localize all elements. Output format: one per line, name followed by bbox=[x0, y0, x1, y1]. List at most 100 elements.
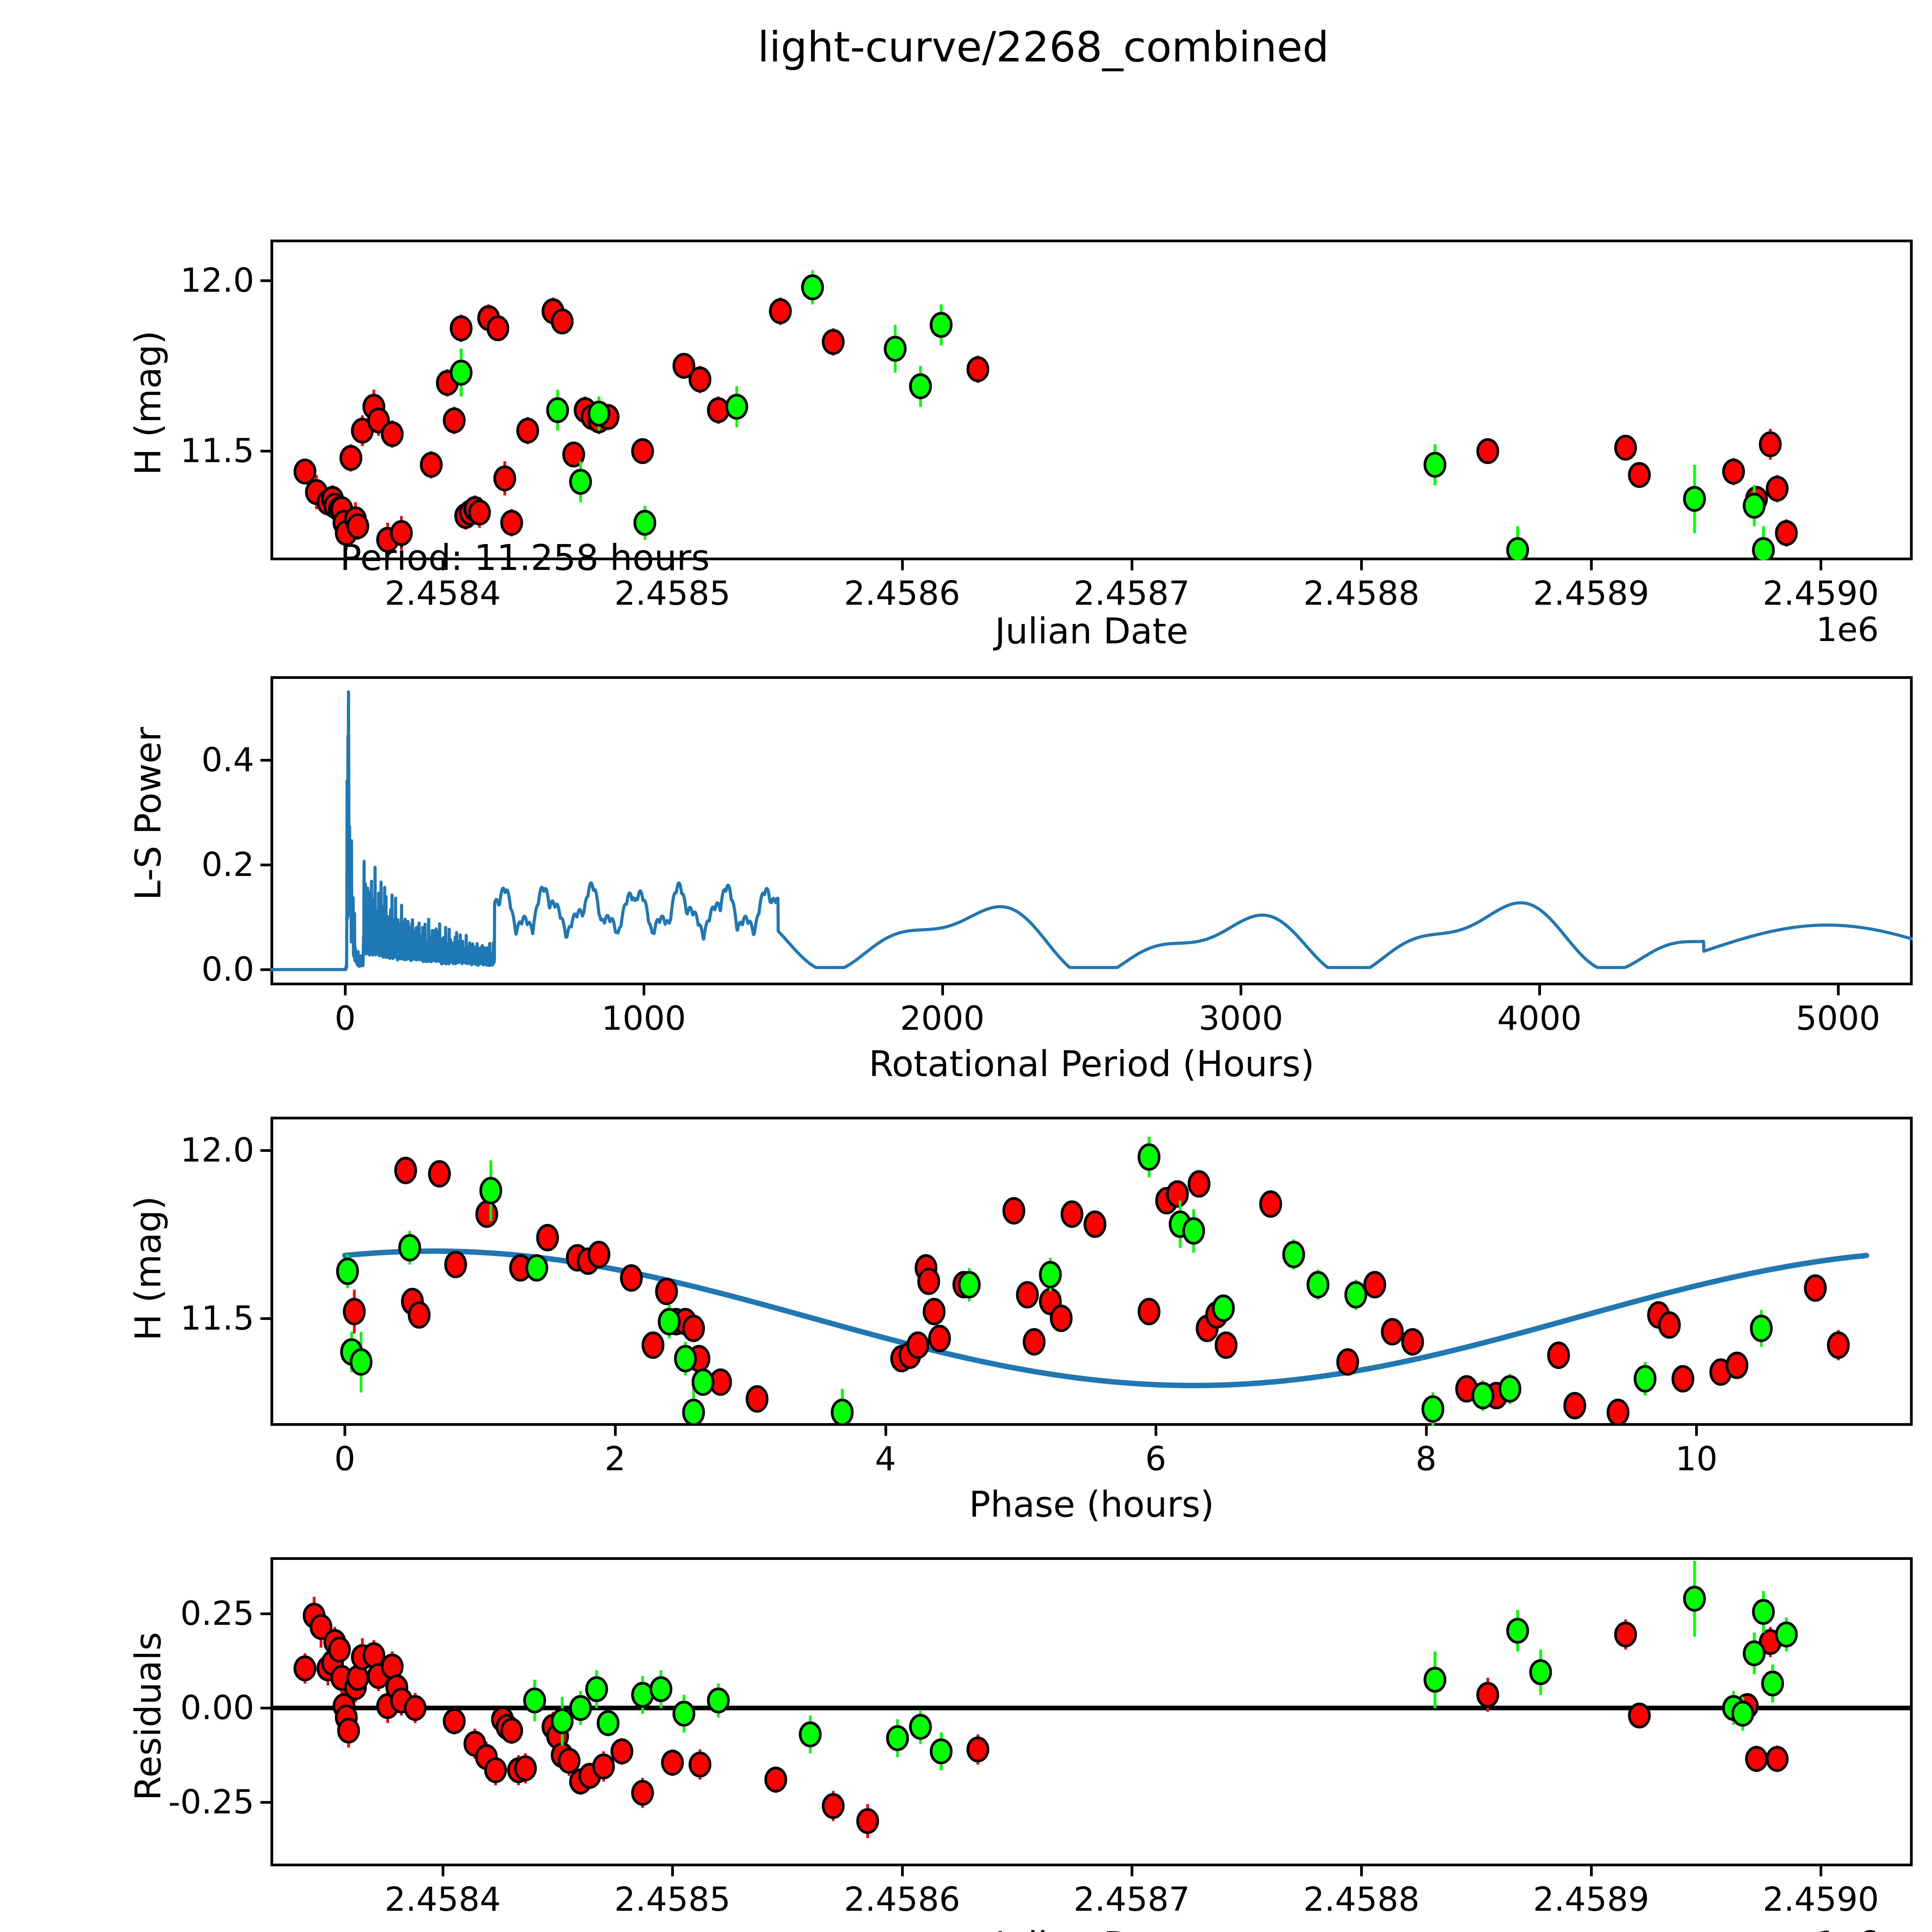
data-point bbox=[500, 1718, 523, 1744]
data-point bbox=[449, 359, 473, 386]
data-point bbox=[1016, 1281, 1039, 1309]
x-tick-label: 2.4587 bbox=[1073, 1880, 1190, 1919]
panel-lightcurve bbox=[270, 240, 1913, 560]
data-point bbox=[1344, 1281, 1367, 1309]
data-point bbox=[966, 1736, 990, 1763]
data-point bbox=[966, 356, 990, 383]
x-tick bbox=[1131, 560, 1134, 570]
data-point bbox=[661, 1750, 684, 1776]
data-point bbox=[1214, 1331, 1238, 1359]
data-point bbox=[500, 510, 523, 536]
data-point bbox=[585, 1676, 608, 1702]
data-point bbox=[408, 1301, 431, 1329]
x-tick bbox=[884, 1426, 887, 1436]
x-tick-label: 2 bbox=[604, 1440, 626, 1478]
data-point bbox=[649, 1676, 672, 1702]
data-point bbox=[428, 1160, 451, 1188]
x-tick bbox=[1360, 560, 1363, 570]
data-point bbox=[444, 1251, 467, 1279]
y-tick bbox=[260, 1317, 270, 1320]
x-tick bbox=[1538, 985, 1541, 995]
data-point bbox=[558, 1748, 581, 1774]
data-point bbox=[917, 1267, 940, 1295]
data-point bbox=[1628, 462, 1651, 488]
data-point bbox=[1731, 1701, 1754, 1727]
data-point bbox=[886, 1725, 909, 1751]
data-point bbox=[884, 336, 907, 362]
data-point bbox=[672, 1701, 696, 1727]
panel-residuals bbox=[270, 1557, 1913, 1866]
data-point bbox=[420, 452, 443, 478]
data-point bbox=[597, 1710, 620, 1736]
data-point bbox=[1002, 1197, 1026, 1225]
x-tick bbox=[1695, 1426, 1698, 1436]
data-point bbox=[831, 1398, 854, 1426]
data-point bbox=[1259, 1190, 1282, 1218]
data-point bbox=[1138, 1143, 1161, 1171]
data-point bbox=[631, 1682, 654, 1708]
sinusoid-fit-line bbox=[342, 1248, 1869, 1388]
lightcurve-xaxis-offset: 1e6 bbox=[1816, 611, 1879, 649]
data-point bbox=[1282, 1241, 1305, 1269]
x-tick-label: 4000 bbox=[1497, 999, 1582, 1038]
data-point bbox=[1182, 1217, 1205, 1245]
data-point bbox=[1022, 1328, 1046, 1356]
data-point bbox=[610, 1738, 633, 1764]
x-tick-label: 0 bbox=[334, 1440, 355, 1478]
data-point bbox=[1423, 1667, 1447, 1693]
data-point bbox=[493, 465, 516, 492]
data-point bbox=[707, 397, 730, 423]
data-point bbox=[562, 441, 585, 468]
y-tick-label: -0.25 bbox=[168, 1783, 254, 1822]
data-point bbox=[674, 1345, 697, 1372]
x-tick-label: 2.4588 bbox=[1303, 574, 1420, 613]
data-point bbox=[1683, 1585, 1706, 1612]
data-point bbox=[1752, 537, 1775, 560]
residuals-xaxis-title: Julian Date bbox=[995, 1924, 1188, 1932]
data-point bbox=[707, 1687, 730, 1714]
x-tick bbox=[1131, 1866, 1134, 1876]
panel-phasefold bbox=[270, 1117, 1913, 1426]
x-tick-label: 2.4585 bbox=[614, 1880, 731, 1919]
data-point bbox=[1498, 1375, 1522, 1403]
data-point bbox=[486, 315, 509, 342]
data-point bbox=[1614, 1621, 1637, 1648]
data-point bbox=[516, 417, 539, 444]
data-point bbox=[856, 1808, 879, 1834]
data-point bbox=[398, 1234, 421, 1262]
residuals-xaxis-offset: 1e6 bbox=[1816, 1924, 1879, 1932]
data-point bbox=[957, 1271, 981, 1299]
data-point bbox=[1722, 458, 1745, 485]
x-tick-label: 2.4589 bbox=[1533, 1880, 1650, 1919]
data-point bbox=[1725, 1351, 1748, 1379]
x-tick-label: 0 bbox=[334, 999, 356, 1038]
x-tick-label: 2000 bbox=[900, 999, 985, 1038]
data-point bbox=[1804, 1274, 1827, 1302]
data-point bbox=[801, 274, 824, 301]
data-point bbox=[328, 1636, 351, 1663]
x-tick-label: 2.4590 bbox=[1762, 574, 1879, 613]
residuals-plot-area bbox=[270, 1561, 1913, 1838]
data-point bbox=[587, 1241, 611, 1269]
data-point bbox=[449, 315, 473, 342]
data-point bbox=[443, 407, 466, 434]
data-point bbox=[293, 1655, 316, 1682]
panel-periodogram-frame bbox=[270, 676, 1913, 985]
x-tick bbox=[1590, 1866, 1593, 1876]
data-point bbox=[310, 1614, 333, 1640]
data-point bbox=[346, 513, 369, 539]
data-point bbox=[293, 458, 316, 485]
data-point bbox=[536, 1224, 559, 1252]
periodogram-line bbox=[270, 690, 1913, 971]
data-point bbox=[1476, 438, 1499, 464]
x-tick bbox=[1590, 560, 1593, 570]
x-tick-label: 3000 bbox=[1198, 999, 1283, 1038]
x-tick bbox=[344, 985, 347, 995]
x-tick-label: 2.4584 bbox=[384, 574, 501, 613]
data-point bbox=[592, 1753, 615, 1779]
y-tick bbox=[260, 968, 270, 971]
data-point bbox=[930, 1738, 953, 1764]
data-point bbox=[682, 1398, 705, 1426]
data-point bbox=[394, 1156, 417, 1184]
